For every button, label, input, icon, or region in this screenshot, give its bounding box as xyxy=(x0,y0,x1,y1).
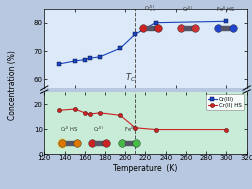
X-axis label: Temperature  (K): Temperature (K) xyxy=(113,164,177,173)
Legend: Cr(III), Cr(II) HS: Cr(III), Cr(II) HS xyxy=(205,94,243,110)
Text: Cr$^{III}$: Cr$^{III}$ xyxy=(182,5,193,14)
Text: Cr$^{III}$: Cr$^{III}$ xyxy=(93,125,104,134)
Text: $T_C$: $T_C$ xyxy=(125,72,136,84)
Text: Cr$^{II}$ HS: Cr$^{II}$ HS xyxy=(60,125,79,134)
Text: Fe$^{II}$ HS: Fe$^{II}$ HS xyxy=(215,5,234,14)
Text: Fe$^{III}$: Fe$^{III}$ xyxy=(123,125,135,134)
Text: Concentration (%): Concentration (%) xyxy=(8,50,17,120)
Text: Cr$_{ox}^{III}$: Cr$_{ox}^{III}$ xyxy=(144,3,156,14)
